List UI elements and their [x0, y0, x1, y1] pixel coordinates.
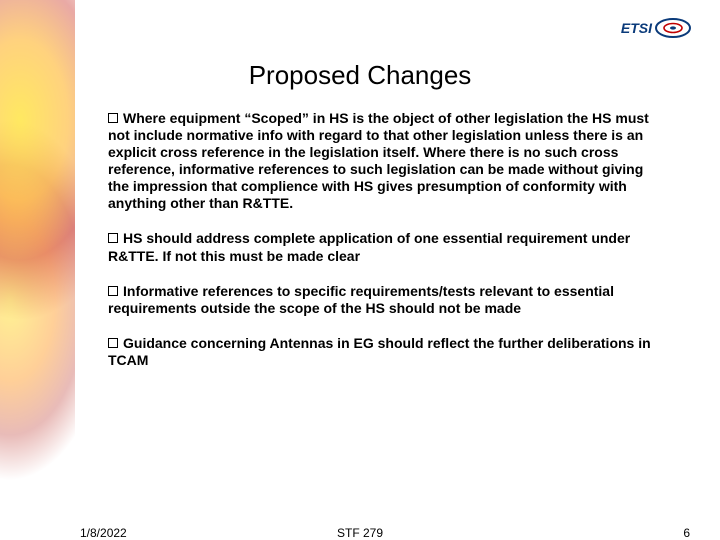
slide: ETSI Proposed Changes Where equipment “S…: [0, 0, 720, 540]
bullet-item: Where equipment “Scoped” in HS is the ob…: [108, 110, 660, 212]
footer-page-number: 6: [683, 526, 690, 540]
bullet-item: Guidance concerning Antennas in EG shoul…: [108, 335, 660, 369]
slide-title: Proposed Changes: [0, 60, 720, 91]
bullet-square-icon: [108, 113, 118, 123]
bullet-text: HS should address complete application o…: [108, 230, 630, 263]
footer-center: STF 279: [0, 526, 720, 540]
bullet-square-icon: [108, 286, 118, 296]
logo-swirl-icon: [654, 17, 692, 39]
bullet-text: Guidance concerning Antennas in EG shoul…: [108, 335, 651, 368]
bullet-item: Informative references to specific requi…: [108, 283, 660, 317]
bullet-square-icon: [108, 338, 118, 348]
bullet-text: Where equipment “Scoped” in HS is the ob…: [108, 110, 649, 211]
logo-text: ETSI: [621, 20, 652, 36]
bullet-item: HS should address complete application o…: [108, 230, 660, 264]
etsi-logo: ETSI: [602, 12, 692, 44]
content-area: Where equipment “Scoped” in HS is the ob…: [108, 110, 660, 387]
bullet-square-icon: [108, 233, 118, 243]
bullet-text: Informative references to specific requi…: [108, 283, 614, 316]
